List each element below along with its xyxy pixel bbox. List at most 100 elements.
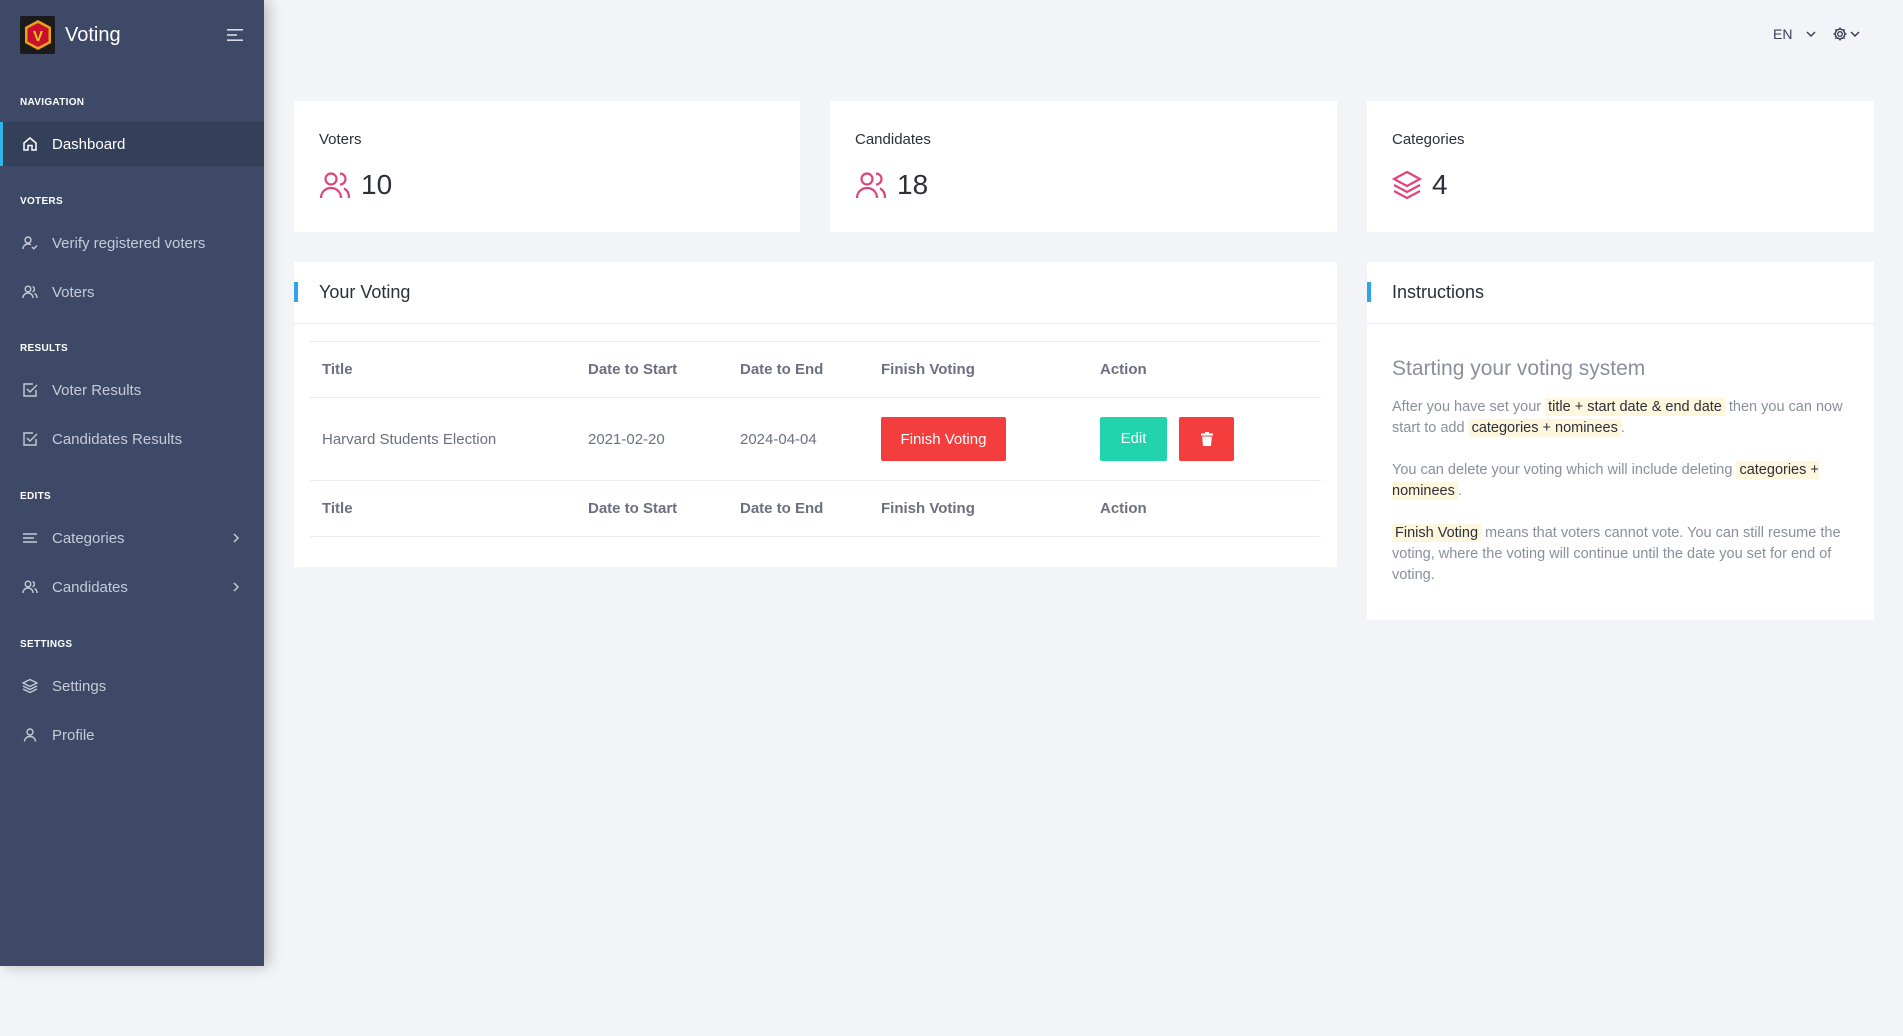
stat-card-voters: Voters 10 xyxy=(294,101,800,232)
table-header-row: Title Date to Start Date to End Finish V… xyxy=(310,341,1321,398)
stat-value: 18 xyxy=(855,169,928,201)
align-left-icon xyxy=(22,530,38,546)
instructions-paragraph: After you have set your title + start da… xyxy=(1392,397,1849,439)
settings-dropdown[interactable] xyxy=(1832,26,1860,42)
nav-section-edits: EDITS xyxy=(20,491,51,502)
sidebar-item-label: Candidates Results xyxy=(52,430,183,448)
sidebar-item-label: Voters xyxy=(52,283,95,301)
home-icon xyxy=(22,136,38,152)
stat-card-candidates: Candidates 18 xyxy=(830,101,1337,232)
instructions-paragraph: You can delete your voting which will in… xyxy=(1392,460,1849,502)
instructions-heading: Starting your voting system xyxy=(1392,357,1646,380)
nav-section-results: RESULTS xyxy=(20,343,69,354)
panel-title: Instructions xyxy=(1367,262,1874,324)
voting-title-cell: Harvard Students Election xyxy=(310,397,576,481)
column-footer: Action xyxy=(1088,480,1321,537)
gear-icon xyxy=(1833,27,1847,41)
text: After you have set your xyxy=(1392,399,1546,415)
stat-label: Voters xyxy=(319,131,362,148)
sidebar-item-label: Verify registered voters xyxy=(52,234,206,252)
text: means that voters cannot vote. You can s… xyxy=(1392,525,1841,583)
text: . xyxy=(1457,483,1462,499)
layers-icon xyxy=(1392,170,1422,200)
nav-section-navigation: NAVIGATION xyxy=(20,97,85,108)
edit-button[interactable]: Edit xyxy=(1100,416,1167,461)
check-square-icon xyxy=(22,382,38,398)
nav-section-settings: SETTINGS xyxy=(20,639,73,650)
user-icon xyxy=(22,727,38,743)
sidebar: V Voting NAVIGATION Dashboard VOTERS Ver… xyxy=(0,0,264,966)
chevron-down-icon xyxy=(1850,30,1860,37)
svg-text:V: V xyxy=(32,28,42,45)
panel-title: Your Voting xyxy=(294,262,1337,324)
column-header: Finish Voting xyxy=(869,341,1088,398)
column-header: Title xyxy=(310,341,576,398)
table-row: Harvard Students Election 2021-02-20 202… xyxy=(310,397,1321,481)
table-footer-row: Title Date to Start Date to End Finish V… xyxy=(310,480,1321,537)
stat-value: 4 xyxy=(1392,169,1448,201)
sidebar-item-candidates-results[interactable]: Candidates Results xyxy=(0,417,264,461)
menu-toggle-icon[interactable] xyxy=(225,26,245,44)
sidebar-item-label: Dashboard xyxy=(52,135,126,153)
column-footer: Date to End xyxy=(728,480,869,537)
sidebar-item-verify-voters[interactable]: Verify registered voters xyxy=(0,221,264,265)
sidebar-item-label: Candidates xyxy=(52,578,128,596)
sidebar-item-label: Voter Results xyxy=(52,381,142,399)
chevron-right-icon xyxy=(232,531,240,548)
trash-icon xyxy=(1200,432,1213,447)
delete-button[interactable] xyxy=(1179,417,1234,462)
user-check-icon xyxy=(22,235,38,251)
voting-table: Title Date to Start Date to End Finish V… xyxy=(310,341,1321,537)
chevron-down-icon xyxy=(1806,30,1816,37)
layers-icon xyxy=(22,678,38,694)
instructions-body: Starting your voting system After you ha… xyxy=(1367,324,1874,586)
sidebar-item-label: Categories xyxy=(52,529,125,547)
stat-label: Categories xyxy=(1392,131,1465,148)
language-selector[interactable]: EN xyxy=(1773,26,1816,42)
sidebar-item-voters[interactable]: Voters xyxy=(0,270,264,314)
app-title: Voting xyxy=(65,23,121,46)
stat-number: 10 xyxy=(361,169,393,200)
sidebar-item-categories[interactable]: Categories xyxy=(0,516,264,560)
text: then you can now start to add xyxy=(1392,399,1843,436)
end-date-cell: 2024-04-04 xyxy=(728,397,869,481)
sidebar-item-voter-results[interactable]: Voter Results xyxy=(0,368,264,412)
stat-number: 18 xyxy=(897,169,929,200)
sidebar-item-candidates[interactable]: Candidates xyxy=(0,565,264,609)
sidebar-item-profile[interactable]: Profile xyxy=(0,713,264,757)
sidebar-item-dashboard[interactable]: Dashboard xyxy=(0,122,264,166)
nav-section-voters: VOTERS xyxy=(20,196,63,207)
finish-cell: Finish Voting xyxy=(869,397,1088,481)
instructions-paragraph: Finish Voting means that voters cannot v… xyxy=(1392,523,1849,586)
highlight: title + start date & end date xyxy=(1545,398,1725,416)
instructions-panel: Instructions Starting your voting system… xyxy=(1367,262,1874,620)
check-square-icon xyxy=(22,431,38,447)
chevron-right-icon xyxy=(232,580,240,597)
column-footer: Date to Start xyxy=(576,480,728,537)
brand[interactable]: V Voting xyxy=(0,0,264,70)
app-logo: V xyxy=(20,16,55,54)
stat-number: 4 xyxy=(1432,169,1448,200)
stat-label: Candidates xyxy=(855,131,931,148)
finish-voting-button[interactable]: Finish Voting xyxy=(881,417,1006,461)
highlight: Finish Voting xyxy=(1392,524,1482,542)
sidebar-item-label: Profile xyxy=(52,726,95,744)
column-footer: Finish Voting xyxy=(869,480,1088,537)
text: You can delete your voting which will in… xyxy=(1392,462,1737,478)
voting-panel: Your Voting Title Date to Start Date to … xyxy=(294,262,1337,567)
sidebar-item-settings[interactable]: Settings xyxy=(0,664,264,708)
column-header: Date to Start xyxy=(576,341,728,398)
column-header: Date to End xyxy=(728,341,869,398)
language-label: EN xyxy=(1773,26,1793,42)
stat-value: 10 xyxy=(319,169,392,201)
column-footer: Title xyxy=(310,480,576,537)
users-icon xyxy=(22,284,38,300)
sidebar-item-label: Settings xyxy=(52,677,107,695)
users-icon xyxy=(22,579,38,595)
start-date-cell: 2021-02-20 xyxy=(576,397,728,481)
stat-card-categories: Categories 4 xyxy=(1367,101,1874,232)
column-header: Action xyxy=(1088,341,1321,398)
users-icon xyxy=(319,172,351,199)
action-cell: Edit xyxy=(1088,397,1321,481)
users-icon xyxy=(855,172,887,199)
